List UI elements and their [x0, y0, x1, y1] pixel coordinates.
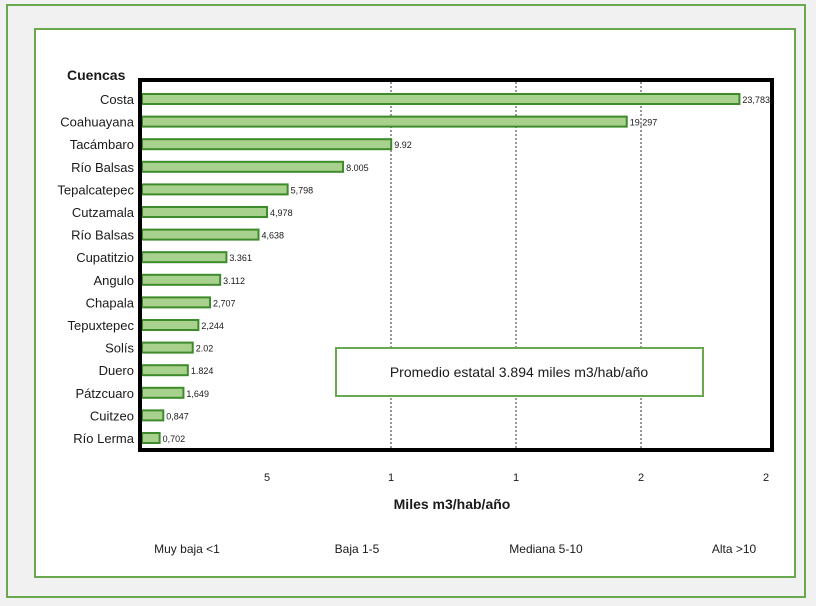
bar	[141, 93, 741, 105]
bar	[141, 228, 260, 241]
x-tick-label: 2	[763, 472, 769, 484]
data-label: 1,649	[186, 389, 209, 399]
bar	[141, 296, 211, 309]
bar	[141, 341, 194, 354]
x-axis-title: Miles m3/hab/año	[394, 496, 511, 512]
data-label: 3.361	[229, 253, 252, 263]
category-label: Río Lerma	[73, 431, 134, 446]
category-label: Duero	[99, 363, 134, 378]
bar	[141, 115, 628, 128]
bar	[141, 138, 393, 151]
bar	[141, 409, 165, 422]
category-label: Río Balsas	[71, 160, 134, 175]
class-label: Alta >10	[712, 542, 757, 556]
bar	[141, 273, 222, 286]
bar	[141, 432, 161, 444]
x-tick-label: 5	[264, 472, 270, 484]
data-label: 0,702	[163, 434, 186, 444]
category-label: Tepalcatepec	[57, 182, 134, 197]
class-label: Mediana 5-10	[509, 542, 583, 556]
y-axis-title: Cuencas	[67, 67, 126, 83]
data-label: 5,798	[291, 185, 314, 195]
data-label: 2,244	[201, 321, 224, 331]
data-label: 9.92	[394, 140, 412, 150]
bar	[141, 386, 185, 399]
category-label: Tepuxtepec	[68, 318, 135, 333]
category-label: Cutzamala	[72, 205, 135, 220]
x-tick-label: 1	[513, 472, 519, 484]
average-note-box	[335, 347, 704, 397]
bar	[141, 160, 345, 173]
average-note: Promedio estatal 3.894 miles m3/hab/año	[335, 347, 704, 397]
category-label: Solís	[105, 341, 134, 356]
average-note-text: Promedio estatal 3.894 miles m3/hab/año	[390, 364, 649, 380]
data-label: 8.005	[346, 163, 369, 173]
category-label: Angulo	[94, 273, 134, 288]
category-label: Cupatitzio	[76, 250, 134, 265]
plot-frame	[138, 78, 774, 452]
bar	[141, 251, 228, 264]
data-label: 3.112	[223, 276, 245, 286]
category-label: Cuitzeo	[90, 408, 134, 423]
data-label: 1.824	[191, 366, 214, 376]
category-label: Costa	[100, 92, 135, 107]
x-tick-label: 1	[388, 472, 394, 484]
category-label: Chapala	[86, 295, 135, 310]
bar	[141, 206, 269, 218]
data-label: 4,978	[270, 208, 293, 218]
class-label: Baja 1-5	[335, 542, 380, 556]
data-label: 23,783	[742, 95, 770, 105]
category-label: Coahuayana	[60, 115, 134, 130]
category-label: Pátzcuaro	[75, 386, 134, 401]
data-label: 4,638	[262, 231, 285, 241]
data-label: 2,707	[213, 298, 236, 308]
bar	[141, 364, 189, 377]
category-label: Río Balsas	[71, 228, 134, 243]
data-label: 19,297	[630, 118, 658, 128]
x-tick-label: 2	[638, 472, 644, 484]
data-label: 2.02	[196, 344, 214, 354]
class-label: Muy baja <1	[154, 542, 220, 556]
data-label: 0,847	[166, 411, 189, 421]
category-label: Tacámbaro	[70, 137, 134, 152]
bar	[141, 183, 289, 196]
bar	[141, 319, 200, 331]
